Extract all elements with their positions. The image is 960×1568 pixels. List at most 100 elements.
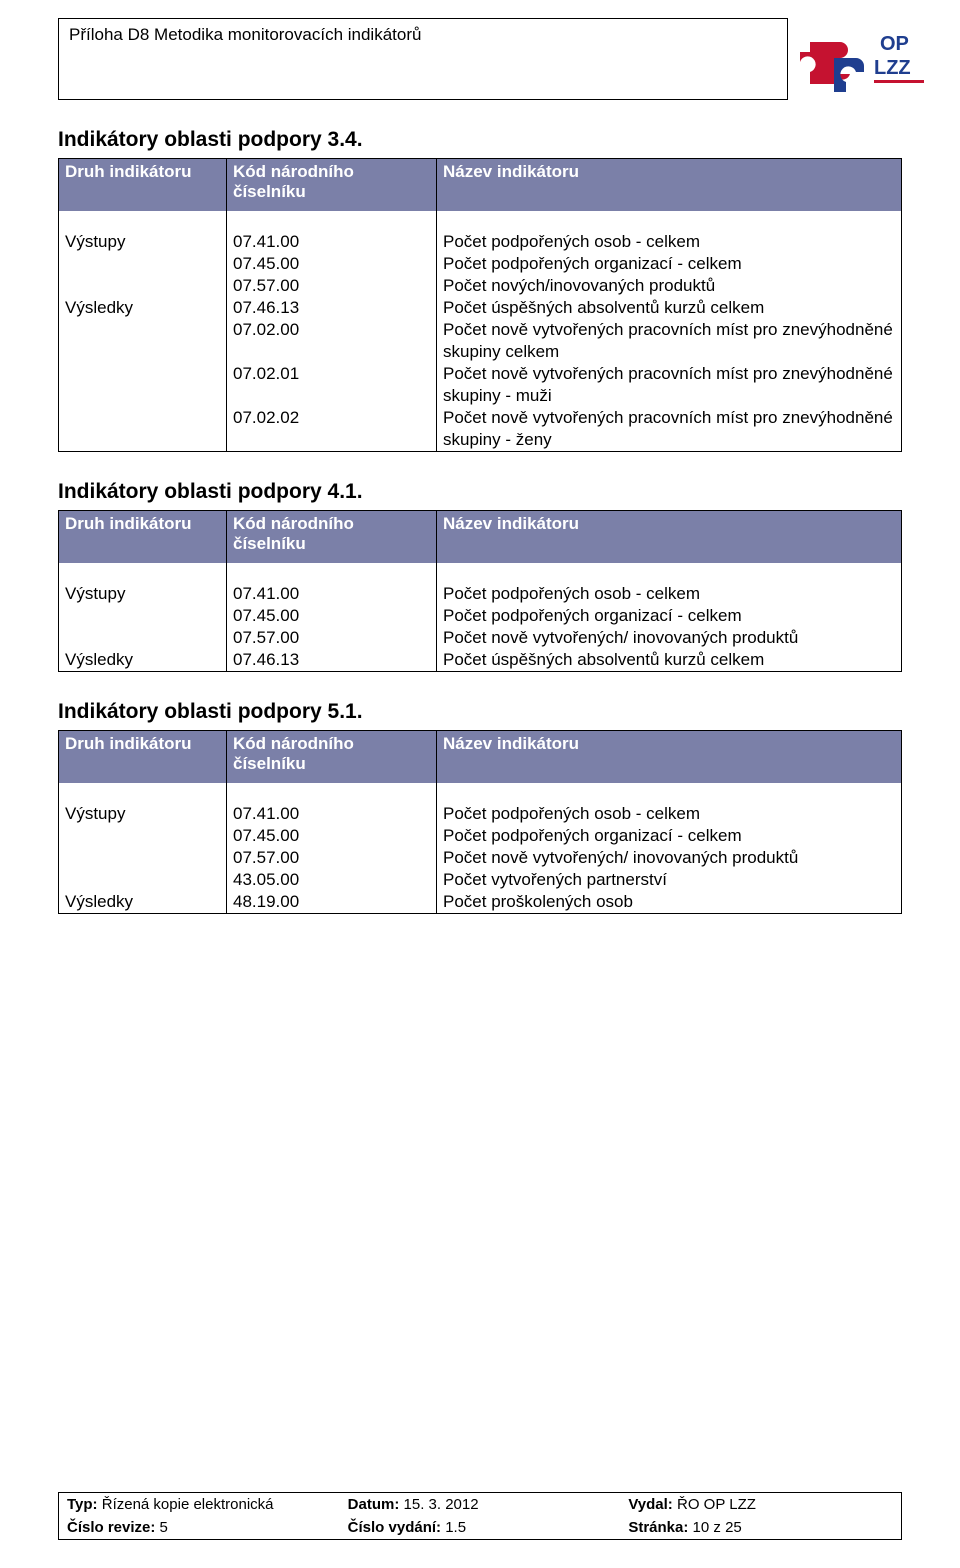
table-row: Výsledky48.19.00Počet proškolených osob (59, 891, 902, 914)
table-cell: Počet podpořených organizací - celkem (437, 825, 902, 847)
table-cell: 07.41.00 (227, 231, 437, 253)
table-cell: Počet nově vytvořených pracovních míst p… (437, 363, 902, 407)
table-cell: 43.05.00 (227, 869, 437, 891)
doc-header-box: Příloha D8 Metodika monitorovacích indik… (58, 18, 788, 100)
op-lzz-logo: OP LZZ (800, 30, 928, 95)
table-cell: 07.45.00 (227, 253, 437, 275)
table-row: 07.45.00Počet podpořených organizací - c… (59, 253, 902, 275)
table-cell: Výstupy (59, 803, 227, 825)
table-cell: Počet proškolených osob (437, 891, 902, 914)
table-cell (437, 211, 902, 231)
table-cell (59, 407, 227, 452)
table-cell: Počet podpořených osob - celkem (437, 231, 902, 253)
table-header: Název indikátoru (437, 159, 902, 211)
table-cell: Počet podpořených osob - celkem (437, 803, 902, 825)
table-cell (59, 847, 227, 869)
table-header: Název indikátoru (437, 511, 902, 563)
section-title: Indikátory oblasti podpory 5.1. (58, 700, 902, 724)
table-cell (59, 605, 227, 627)
table-cell: 07.57.00 (227, 847, 437, 869)
table-row: Výstupy07.41.00Počet podpořených osob - … (59, 803, 902, 825)
table-row: Výsledky07.46.13Počet úspěšných absolven… (59, 649, 902, 672)
table-cell: 07.46.13 (227, 649, 437, 672)
table-cell (227, 563, 437, 583)
table-cell: 07.46.13 (227, 297, 437, 319)
table-cell: Počet úspěšných absolventů kurzů celkem (437, 297, 902, 319)
table-cell: Počet nových/inovovaných produktů (437, 275, 902, 297)
table-row: Výstupy07.41.00Počet podpořených osob - … (59, 231, 902, 253)
footer-date: Datum: 15. 3. 2012 (340, 1493, 621, 1516)
table-cell: 07.02.02 (227, 407, 437, 452)
table-header: Druh indikátoru (59, 159, 227, 211)
table-cell: Počet podpořených osob - celkem (437, 583, 902, 605)
table-cell (437, 563, 902, 583)
table-cell: Výsledky (59, 297, 227, 319)
table-cell: 07.41.00 (227, 803, 437, 825)
doc-header-text: Příloha D8 Metodika monitorovacích indik… (69, 25, 421, 44)
table-row: 07.02.01Počet nově vytvořených pracovníc… (59, 363, 902, 407)
table-cell: Výstupy (59, 231, 227, 253)
table-cell: 07.02.00 (227, 319, 437, 363)
table-cell: Počet nově vytvořených/ inovovaných prod… (437, 847, 902, 869)
footer-page: Stránka: 10 z 25 (620, 1516, 901, 1539)
table-row: 43.05.00Počet vytvořených partnerství (59, 869, 902, 891)
table-cell (59, 319, 227, 363)
table-cell: 48.19.00 (227, 891, 437, 914)
table-cell (59, 627, 227, 649)
table-cell: 07.57.00 (227, 275, 437, 297)
table-header: Kód národního číselníku (227, 159, 437, 211)
section-title: Indikátory oblasti podpory 3.4. (58, 128, 902, 152)
indicator-table: Druh indikátoruKód národního číselníkuNá… (58, 158, 902, 452)
table-cell: Počet nově vytvořených pracovních míst p… (437, 319, 902, 363)
table-header: Název indikátoru (437, 731, 902, 783)
table-row: Výstupy07.41.00Počet podpořených osob - … (59, 583, 902, 605)
table-row: 07.02.02Počet nově vytvořených pracovníc… (59, 407, 902, 452)
page-footer: Typ: Řízená kopie elektronická Datum: 15… (58, 1492, 902, 1540)
table-row: 07.57.00Počet nově vytvořených/ inovovan… (59, 627, 902, 649)
footer-edition: Číslo vydání: 1.5 (340, 1516, 621, 1539)
table-cell (227, 783, 437, 803)
table-cell: Počet podpořených organizací - celkem (437, 253, 902, 275)
table-row: Výsledky07.46.13Počet úspěšných absolven… (59, 297, 902, 319)
table-cell: Počet nově vytvořených/ inovovaných prod… (437, 627, 902, 649)
table-cell: 07.41.00 (227, 583, 437, 605)
section-title: Indikátory oblasti podpory 4.1. (58, 480, 902, 504)
svg-text:LZZ: LZZ (874, 57, 911, 79)
table-cell: Počet vytvořených partnerství (437, 869, 902, 891)
table-header: Kód národního číselníku (227, 731, 437, 783)
table-cell (59, 563, 227, 583)
table-cell: 07.45.00 (227, 605, 437, 627)
footer-revision: Číslo revize: 5 (59, 1516, 340, 1539)
table-row: 07.45.00Počet podpořených organizací - c… (59, 605, 902, 627)
table-cell: Výstupy (59, 583, 227, 605)
table-cell (227, 211, 437, 231)
table-cell: Výsledky (59, 649, 227, 672)
table-cell (59, 869, 227, 891)
footer-type: Typ: Řízená kopie elektronická (59, 1493, 340, 1516)
table-cell (59, 825, 227, 847)
table-row: 07.57.00Počet nových/inovovaných produkt… (59, 275, 902, 297)
indicator-table: Druh indikátoruKód národního číselníkuNá… (58, 510, 902, 672)
table-cell: Výsledky (59, 891, 227, 914)
table-cell: Počet podpořených organizací - celkem (437, 605, 902, 627)
svg-text:OP: OP (880, 33, 909, 55)
indicator-table: Druh indikátoruKód národního číselníkuNá… (58, 730, 902, 914)
table-cell (59, 211, 227, 231)
table-cell: 07.57.00 (227, 627, 437, 649)
table-cell (59, 275, 227, 297)
table-cell (59, 363, 227, 407)
table-row: 07.57.00Počet nově vytvořených/ inovovan… (59, 847, 902, 869)
table-row: 07.45.00Počet podpořených organizací - c… (59, 825, 902, 847)
table-cell: Počet nově vytvořených pracovních míst p… (437, 407, 902, 452)
table-header: Kód národního číselníku (227, 511, 437, 563)
table-cell: 07.45.00 (227, 825, 437, 847)
table-row: 07.02.00Počet nově vytvořených pracovníc… (59, 319, 902, 363)
table-header: Druh indikátoru (59, 511, 227, 563)
table-cell (59, 783, 227, 803)
table-cell: Počet úspěšných absolventů kurzů celkem (437, 649, 902, 672)
table-cell: 07.02.01 (227, 363, 437, 407)
table-cell (59, 253, 227, 275)
table-cell (437, 783, 902, 803)
footer-issuer: Vydal: ŘO OP LZZ (620, 1493, 901, 1516)
table-header: Druh indikátoru (59, 731, 227, 783)
